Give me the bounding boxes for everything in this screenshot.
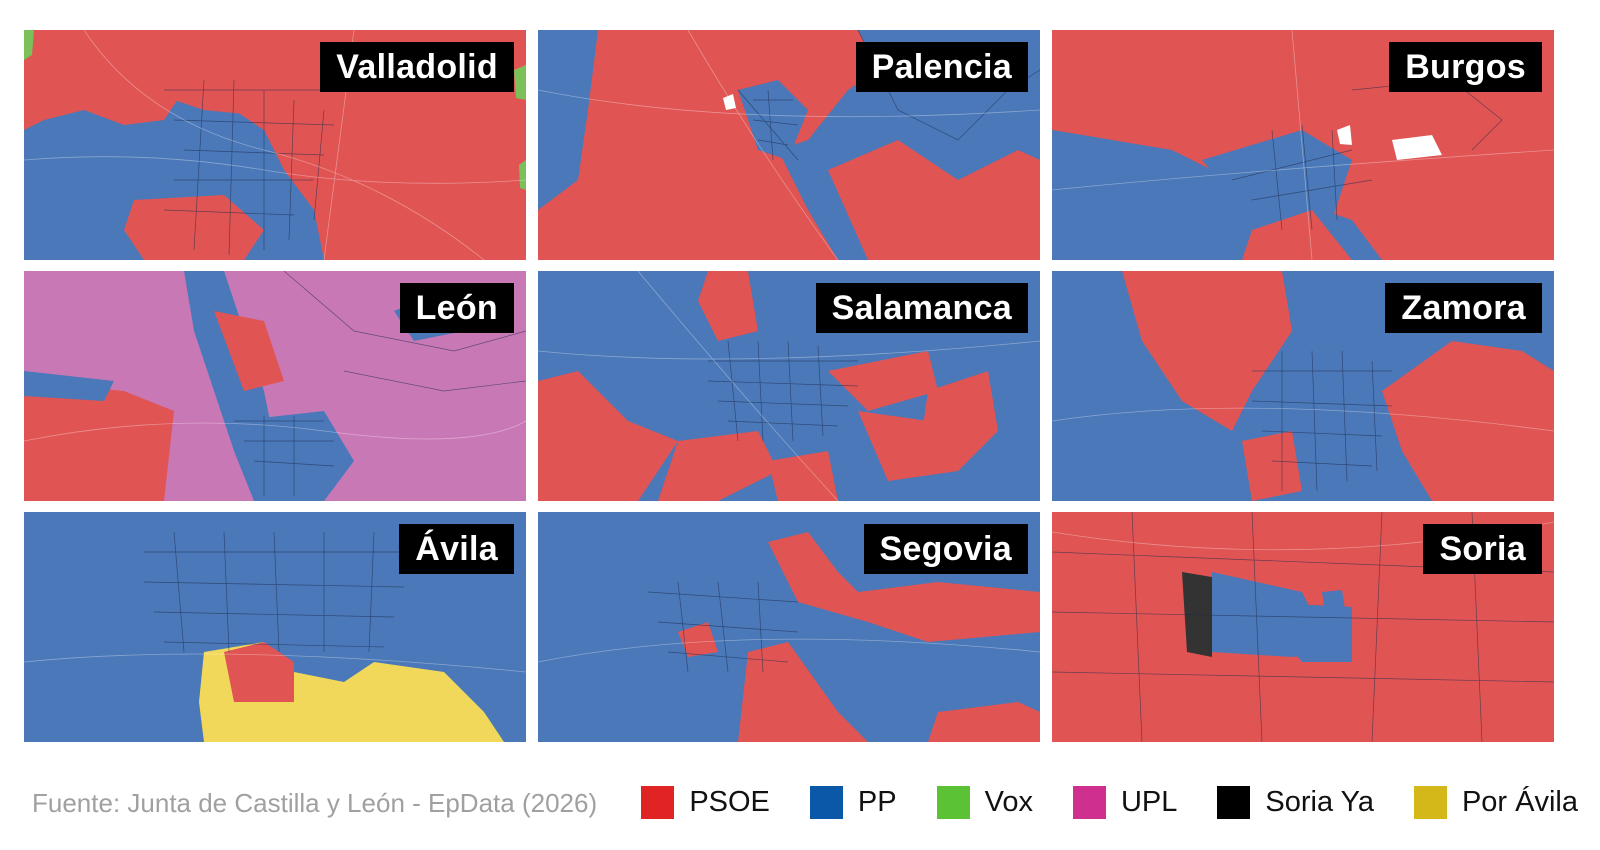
- legend-swatch-psoe: [641, 786, 675, 819]
- map-panel-avila: Ávila: [24, 512, 526, 742]
- legend-item-pp: PP: [809, 786, 897, 819]
- map-panel-burgos: Burgos: [1052, 30, 1554, 260]
- city-label-leon: León: [399, 283, 514, 333]
- map-panel-valladolid: Valladolid: [24, 30, 526, 260]
- legend-item-por-avila: Por Ávila: [1413, 786, 1578, 819]
- footer: Fuente: Junta de Castilla y León - EpDat…: [0, 770, 1600, 840]
- zamora-map: [1052, 271, 1554, 501]
- legend-swatch-por-avila: [1413, 786, 1447, 819]
- city-label-salamanca: Salamanca: [815, 283, 1028, 333]
- legend-swatch-vox: [936, 786, 970, 819]
- map-panel-salamanca: Salamanca: [538, 271, 1040, 501]
- legend-item-psoe: PSOE: [641, 786, 770, 819]
- city-label-soria: Soria: [1423, 524, 1542, 574]
- city-label-valladolid: Valladolid: [320, 42, 514, 92]
- legend-label-pp: PP: [857, 786, 897, 818]
- map-panel-segovia: Segovia: [538, 512, 1040, 742]
- city-label-zamora: Zamora: [1385, 283, 1542, 333]
- map-panel-zamora: Zamora: [1052, 271, 1554, 501]
- legend-swatch-upl: [1072, 786, 1106, 819]
- legend-label-soria-ya: Soria Ya: [1265, 786, 1374, 818]
- map-panel-soria: Soria: [1052, 512, 1554, 742]
- city-label-segovia: Segovia: [863, 524, 1028, 574]
- legend-swatch-pp: [809, 786, 843, 819]
- city-label-burgos: Burgos: [1389, 42, 1542, 92]
- legend: PSOE PP Vox UPL Soria Ya Por Ávila: [601, 786, 1578, 819]
- map-panel-leon: León: [24, 271, 526, 501]
- legend-item-vox: Vox: [936, 786, 1033, 819]
- legend-item-soria-ya: Soria Ya: [1217, 786, 1374, 819]
- salamanca-map: [538, 271, 1040, 501]
- legend-label-por-avila: Por Ávila: [1461, 786, 1578, 818]
- legend-label-vox: Vox: [984, 786, 1033, 818]
- legend-item-upl: UPL: [1072, 786, 1178, 819]
- legend-label-psoe: PSOE: [689, 786, 770, 818]
- source-note: Fuente: Junta de Castilla y León - EpDat…: [32, 788, 598, 818]
- city-label-palencia: Palencia: [855, 42, 1028, 92]
- city-label-avila: Ávila: [399, 524, 514, 574]
- legend-label-upl: UPL: [1120, 786, 1178, 818]
- legend-swatch-soria-ya: [1217, 786, 1251, 819]
- map-panel-palencia: Palencia: [538, 30, 1040, 260]
